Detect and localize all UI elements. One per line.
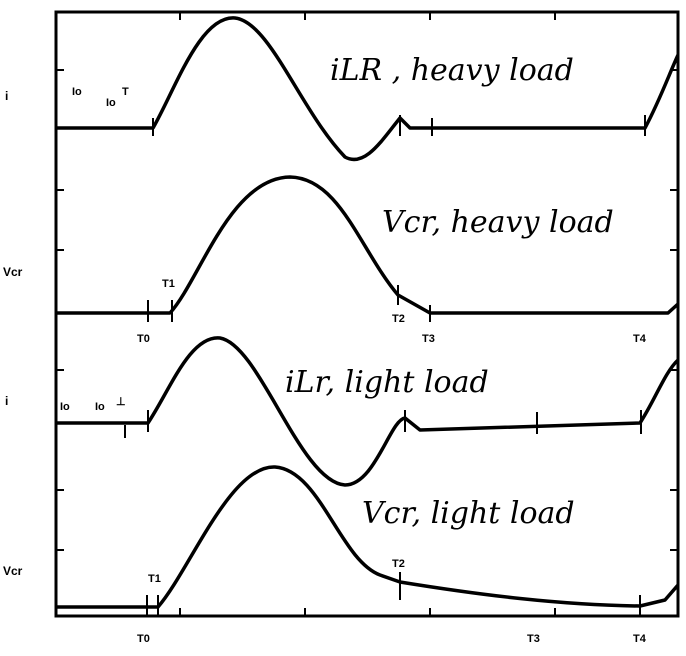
time-label: T0 [137, 633, 150, 645]
marker-label: T2 [392, 558, 405, 570]
marker-label: Io [106, 97, 116, 109]
time-label: T4 [633, 633, 647, 645]
frame [54, 10, 680, 618]
panel-title: iLr, light load [285, 365, 489, 400]
marker-label: Io [95, 401, 105, 413]
waveform [57, 465, 680, 609]
marker-label: T1 [148, 573, 161, 585]
time-label: T3 [527, 633, 540, 645]
marker-label: ⊥ [116, 396, 126, 408]
waveform [57, 175, 680, 315]
panel-title: iLR , heavy load [330, 53, 574, 88]
marker-label: T [122, 86, 129, 98]
waveform [57, 336, 680, 487]
marker-label: Io [60, 401, 70, 413]
marker-label: Io [72, 86, 82, 98]
marker-label: T1 [162, 278, 175, 290]
time-label: T0 [137, 333, 150, 345]
panel-title: Vcr, heavy load [382, 205, 614, 240]
waveform [57, 16, 680, 162]
panel-title: Vcr, light load [362, 496, 575, 531]
side-label: Vcr [3, 265, 23, 279]
time-label: T4 [633, 333, 647, 345]
time-label: T3 [422, 333, 435, 345]
side-label: i [5, 89, 8, 103]
marker-label: T2 [392, 313, 405, 325]
side-label: Vcr [3, 564, 23, 578]
side-label: i [5, 394, 8, 408]
